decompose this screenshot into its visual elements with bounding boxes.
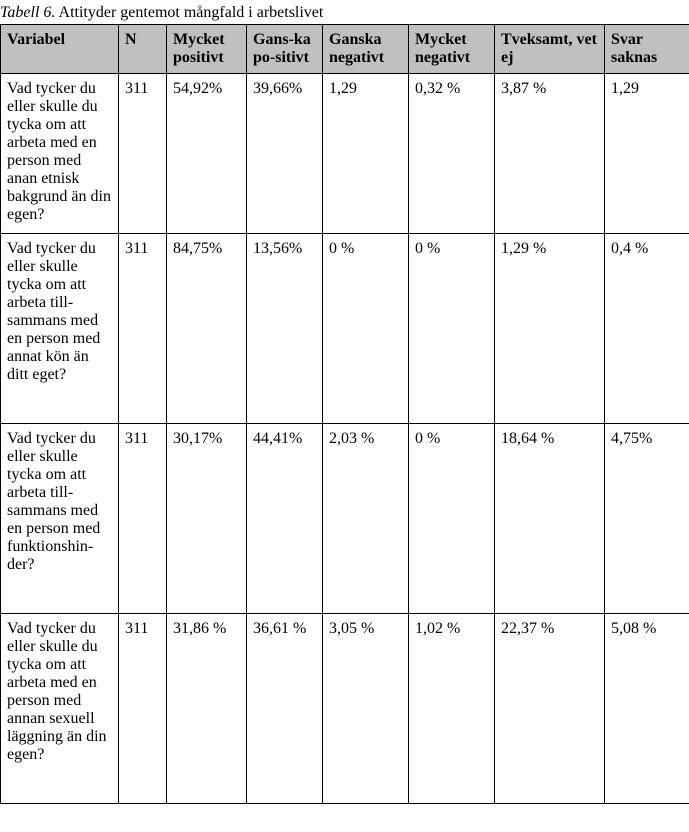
cell-ganska-positivt: 39,66% xyxy=(247,74,323,234)
table-row: Vad tycker du eller skulle du tycka om a… xyxy=(1,74,689,234)
table-row: Vad tycker du eller skulle tycka om att … xyxy=(1,424,689,614)
cell-mycket-positivt: 31,86 % xyxy=(167,614,247,804)
col-variabel: Variabel xyxy=(1,25,119,74)
col-ganska-positivt: Gans-ka po-sitivt xyxy=(247,25,323,74)
cell-ganska-negativt: 0 % xyxy=(323,234,409,424)
col-n: N xyxy=(119,25,167,74)
cell-mycket-negativt: 0 % xyxy=(409,234,495,424)
cell-n: 311 xyxy=(119,234,167,424)
cell-variabel: Vad tycker du eller skulle tycka om att … xyxy=(1,234,119,424)
cell-ganska-positivt: 36,61 % xyxy=(247,614,323,804)
cell-svar-saknas: 5,08 % xyxy=(605,614,689,804)
cell-variabel: Vad tycker du eller skulle du tycka om a… xyxy=(1,74,119,234)
cell-mycket-positivt: 30,17% xyxy=(167,424,247,614)
cell-ganska-negativt: 2,03 % xyxy=(323,424,409,614)
table-row: Vad tycker du eller skulle du tycka om a… xyxy=(1,614,689,804)
cell-mycket-negativt: 0 % xyxy=(409,424,495,614)
cell-ganska-positivt: 44,41% xyxy=(247,424,323,614)
cell-tveksamt: 22,37 % xyxy=(495,614,605,804)
table-caption-text: Attityder gentemot mångfald i arbetslive… xyxy=(55,4,323,21)
cell-mycket-positivt: 54,92% xyxy=(167,74,247,234)
cell-svar-saknas: 0,4 % xyxy=(605,234,689,424)
cell-n: 311 xyxy=(119,614,167,804)
cell-tveksamt: 1,29 % xyxy=(495,234,605,424)
cell-ganska-negativt: 3,05 % xyxy=(323,614,409,804)
attitudes-table: Variabel N Mycket positivt Gans-ka po-si… xyxy=(0,24,689,804)
cell-mycket-negativt: 1,02 % xyxy=(409,614,495,804)
table-caption: Tabell 6. Attityder gentemot mångfald i … xyxy=(0,4,689,22)
cell-mycket-positivt: 84,75% xyxy=(167,234,247,424)
cell-svar-saknas: 4,75% xyxy=(605,424,689,614)
col-mycket-positivt: Mycket positivt xyxy=(167,25,247,74)
table-caption-label: Tabell 6. xyxy=(0,4,55,21)
cell-variabel: Vad tycker du eller skulle tycka om att … xyxy=(1,424,119,614)
cell-svar-saknas: 1,29 xyxy=(605,74,689,234)
col-mycket-negativt: Mycket negativt xyxy=(409,25,495,74)
cell-tveksamt: 18,64 % xyxy=(495,424,605,614)
table-row: Vad tycker du eller skulle tycka om att … xyxy=(1,234,689,424)
col-svar-saknas: Svar saknas xyxy=(605,25,689,74)
cell-tveksamt: 3,87 % xyxy=(495,74,605,234)
table-header-row: Variabel N Mycket positivt Gans-ka po-si… xyxy=(1,25,689,74)
cell-mycket-negativt: 0,32 % xyxy=(409,74,495,234)
cell-ganska-positivt: 13,56% xyxy=(247,234,323,424)
col-ganska-negativt: Ganska negativt xyxy=(323,25,409,74)
cell-n: 311 xyxy=(119,424,167,614)
cell-n: 311 xyxy=(119,74,167,234)
cell-variabel: Vad tycker du eller skulle du tycka om a… xyxy=(1,614,119,804)
cell-ganska-negativt: 1,29 xyxy=(323,74,409,234)
col-tveksamt: Tveksamt, vet ej xyxy=(495,25,605,74)
